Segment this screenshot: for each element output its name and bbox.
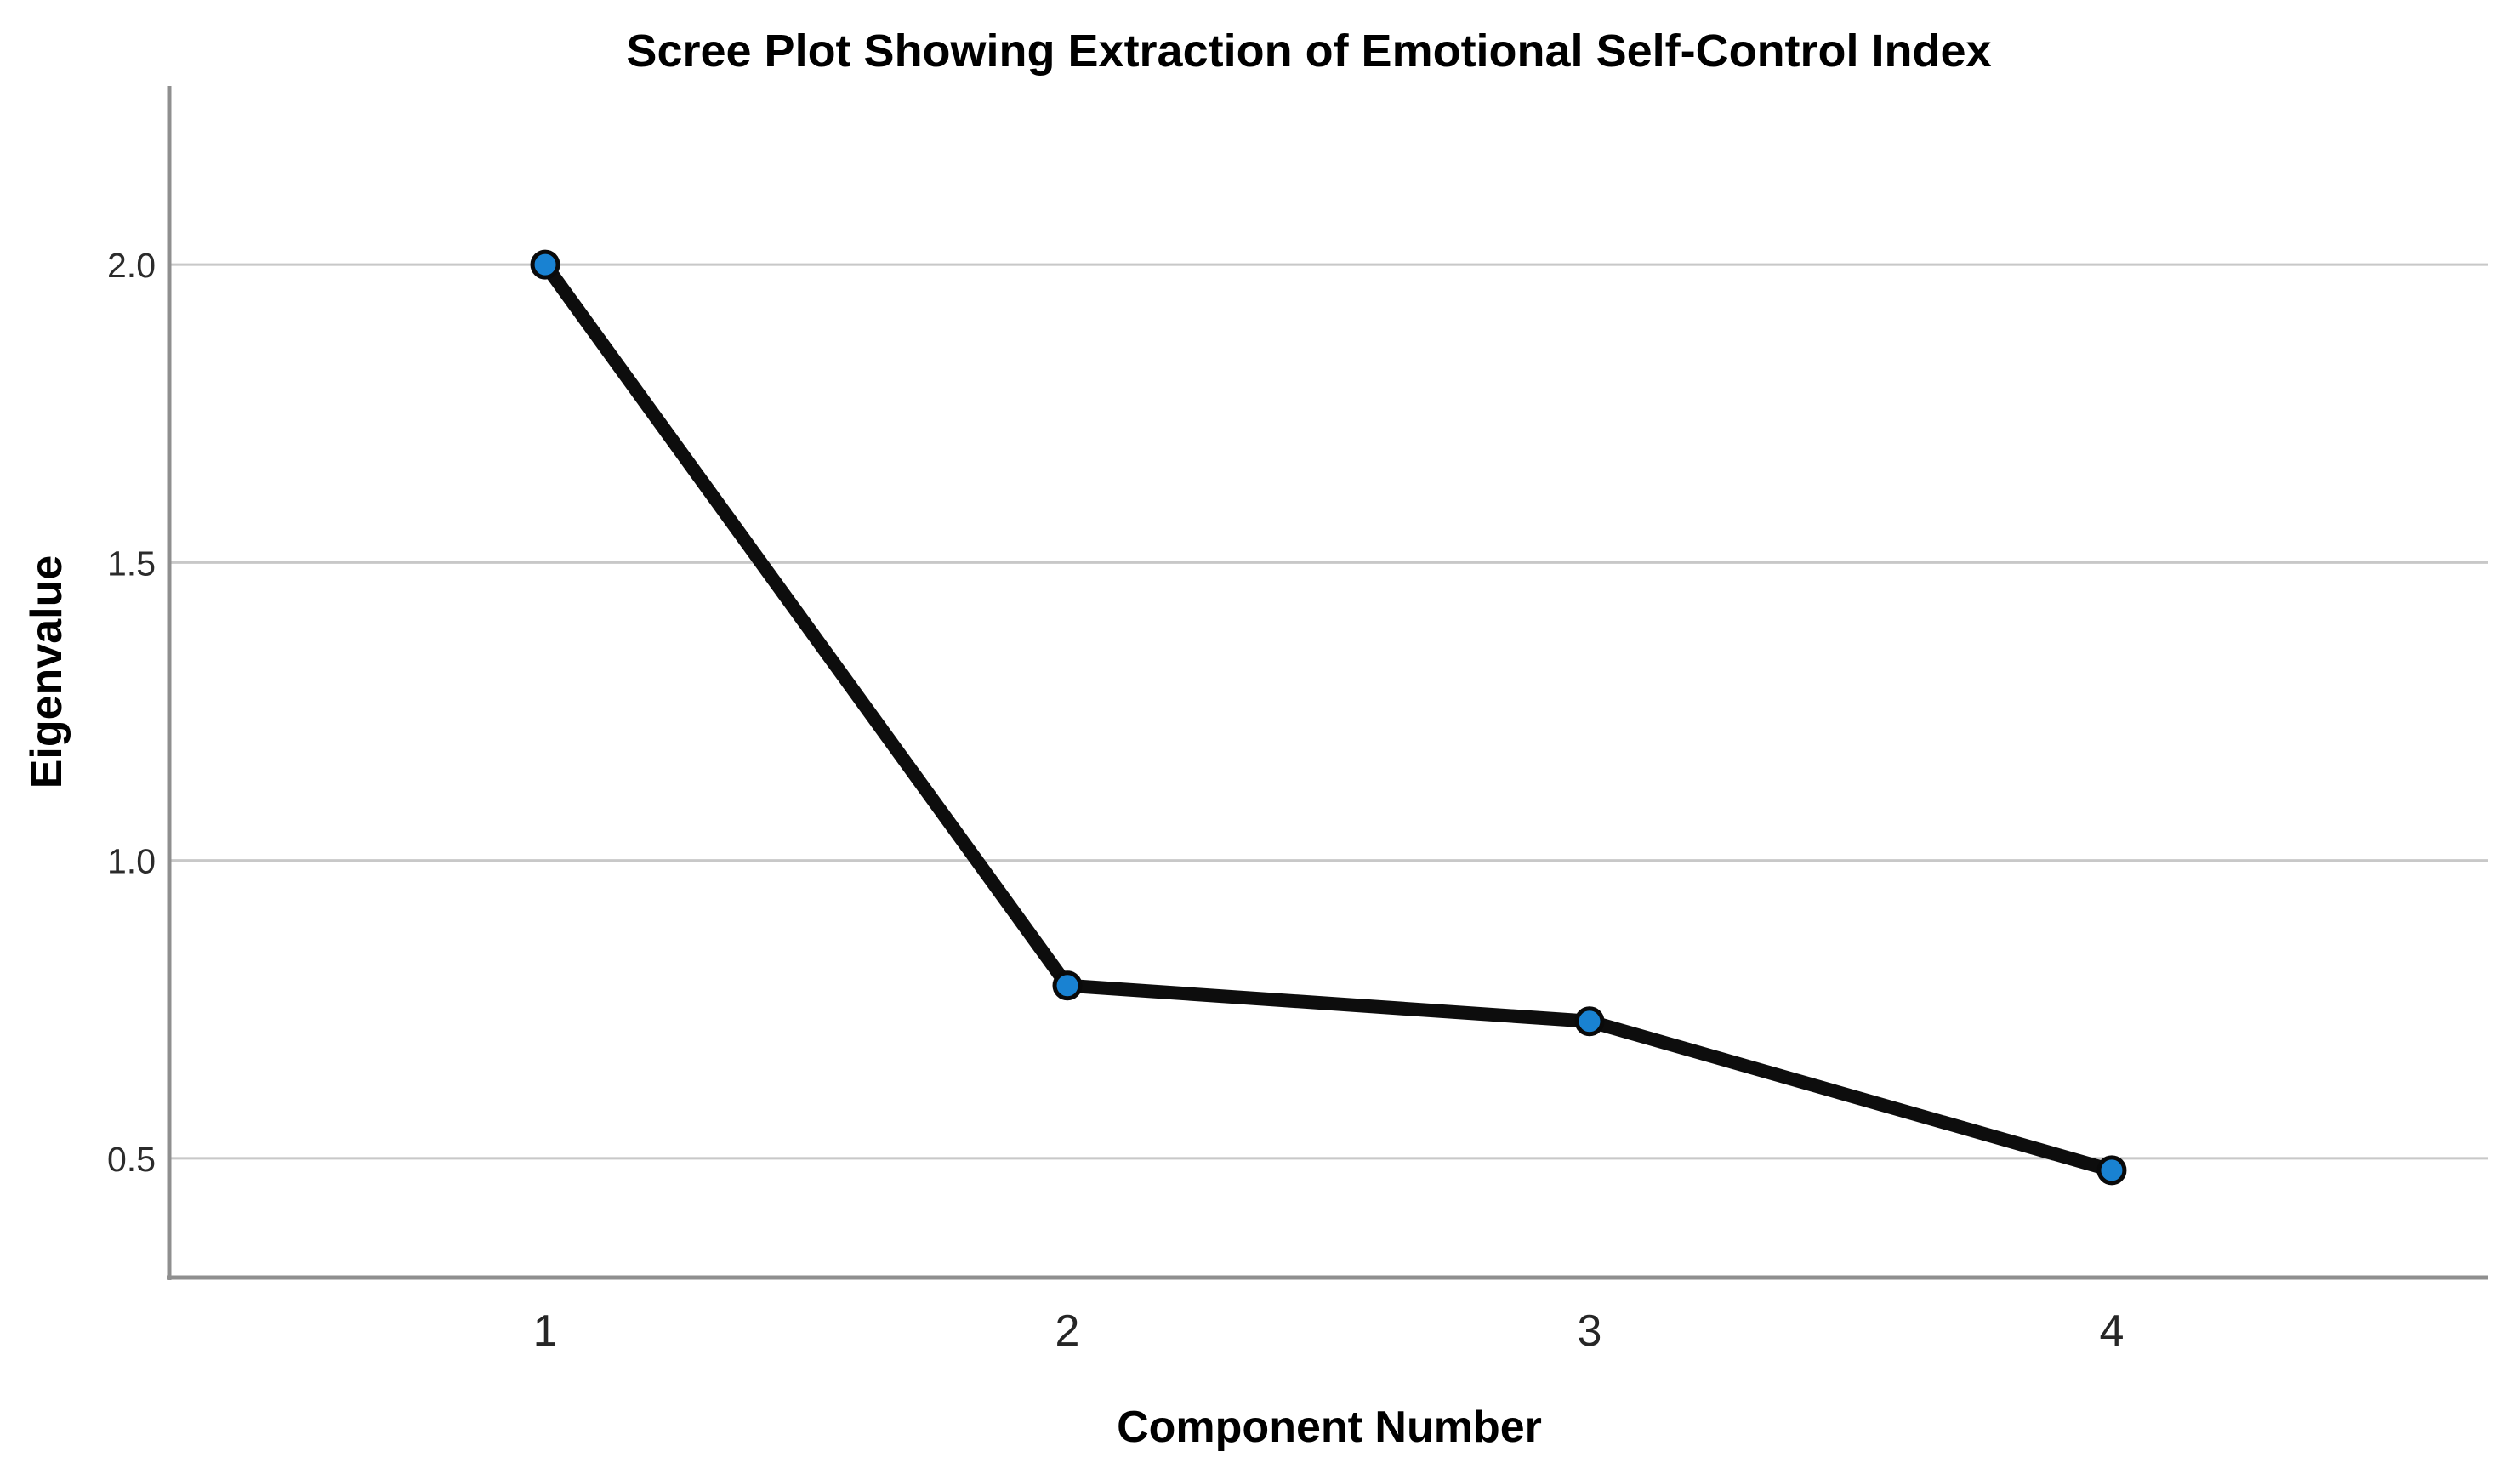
x-axis-title: Component Number xyxy=(1117,1403,1542,1452)
x-tick-label: 2 xyxy=(1055,1306,1080,1356)
y-tick-label: 1.5 xyxy=(107,544,156,583)
data-point xyxy=(530,249,560,280)
series-line xyxy=(538,258,2119,1177)
x-tick-label: 4 xyxy=(2099,1306,2124,1356)
y-axis-title: Eigenvalue xyxy=(22,555,71,789)
y-tick-label: 2.0 xyxy=(107,246,156,285)
x-tick-labels: 1 2 3 4 xyxy=(533,1306,2125,1356)
x-tick-label: 1 xyxy=(533,1306,558,1356)
y-tick-labels: 0.5 1.0 1.5 2.0 xyxy=(107,246,156,1179)
y-tick-label: 0.5 xyxy=(107,1140,156,1179)
data-point xyxy=(1052,970,1083,1001)
y-tick-label: 1.0 xyxy=(107,842,156,881)
gridlines xyxy=(169,263,2488,1160)
chart-title: Scree Plot Showing Extraction of Emotion… xyxy=(626,26,1991,77)
x-tick-label: 3 xyxy=(1578,1306,1602,1356)
data-series xyxy=(530,249,2127,1186)
data-point xyxy=(2096,1155,2127,1186)
data-point xyxy=(1574,1006,1605,1037)
